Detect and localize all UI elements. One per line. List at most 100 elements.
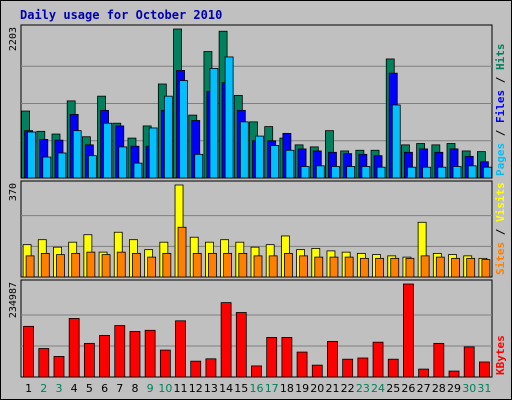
legend-item-kbytes: KBytes bbox=[494, 335, 507, 375]
bar-sites-day-11 bbox=[177, 226, 187, 278]
bar-pages-day-3 bbox=[57, 152, 67, 179]
legend-item-pages: Pages bbox=[494, 143, 507, 176]
day-label-4: 4 bbox=[71, 382, 78, 395]
bar-sites-day-16 bbox=[253, 255, 263, 278]
bar-sites-day-26 bbox=[405, 257, 415, 278]
day-label-7: 7 bbox=[116, 382, 123, 395]
bar-kbytes-day-31 bbox=[479, 361, 490, 378]
day-label-13: 13 bbox=[204, 382, 218, 395]
day-label-6: 6 bbox=[101, 382, 108, 395]
legend-separator: / bbox=[494, 123, 507, 143]
legend-separator: / bbox=[494, 70, 507, 90]
bar-kbytes-day-20 bbox=[311, 364, 323, 378]
day-label-3: 3 bbox=[55, 382, 62, 395]
bar-kbytes-day-16 bbox=[251, 365, 262, 378]
day-label-24: 24 bbox=[371, 382, 385, 395]
bar-kbytes-day-24 bbox=[372, 341, 384, 378]
panel-max-label: 370 bbox=[8, 183, 19, 201]
bar-pages-day-2 bbox=[42, 156, 52, 179]
bar-sites-day-12 bbox=[192, 252, 202, 278]
day-label-21: 21 bbox=[325, 382, 339, 395]
day-label-2: 2 bbox=[40, 382, 47, 395]
bar-sites-day-20 bbox=[314, 256, 324, 278]
bar-pages-day-22 bbox=[346, 166, 356, 179]
bar-sites-day-21 bbox=[329, 256, 339, 278]
day-label-17: 17 bbox=[265, 382, 279, 395]
bar-sites-day-7 bbox=[116, 251, 126, 278]
day-label-28: 28 bbox=[432, 382, 446, 395]
bar-kbytes-day-15 bbox=[235, 312, 247, 378]
bar-kbytes-day-2 bbox=[38, 348, 50, 378]
panel-legend: KBytes bbox=[494, 335, 507, 375]
bar-kbytes-day-17 bbox=[266, 337, 278, 378]
day-label-10: 10 bbox=[158, 382, 172, 395]
bar-sites-day-5 bbox=[86, 251, 96, 278]
panel-max-label: 2203 bbox=[8, 27, 19, 51]
bar-kbytes-day-8 bbox=[129, 331, 141, 378]
panel-max-label: 234987 bbox=[8, 282, 19, 318]
bar-kbytes-day-13 bbox=[205, 358, 217, 378]
bar-sites-day-13 bbox=[208, 252, 217, 278]
bar-sites-day-19 bbox=[299, 255, 308, 278]
bar-sites-day-28 bbox=[435, 256, 445, 278]
bar-pages-day-18 bbox=[285, 149, 295, 179]
bar-pages-day-23 bbox=[361, 166, 371, 179]
legend-text: KBytes bbox=[494, 335, 507, 375]
panel-legend: Pages / Files / Hits bbox=[494, 44, 507, 177]
panel-legend: Sites / Visits bbox=[494, 182, 507, 275]
bar-pages-day-31 bbox=[483, 166, 492, 179]
panel-hits_files_pages: 2203 Pages / Files / Hits bbox=[8, 24, 507, 179]
day-label-23: 23 bbox=[356, 382, 370, 395]
bar-kbytes-day-3 bbox=[53, 356, 65, 378]
bar-pages-day-20 bbox=[315, 165, 325, 179]
day-label-27: 27 bbox=[417, 382, 431, 395]
bar-kbytes-day-1 bbox=[23, 325, 34, 378]
bar-kbytes-day-22 bbox=[342, 358, 354, 378]
day-label-29: 29 bbox=[447, 382, 461, 395]
day-label-30: 30 bbox=[462, 382, 476, 395]
bar-pages-day-1 bbox=[27, 131, 36, 179]
bar-pages-day-29 bbox=[452, 166, 462, 179]
day-label-5: 5 bbox=[86, 382, 93, 395]
day-label-12: 12 bbox=[189, 382, 203, 395]
bar-kbytes-day-29 bbox=[448, 370, 460, 378]
bar-pages-day-11 bbox=[179, 80, 188, 179]
day-label-18: 18 bbox=[280, 382, 294, 395]
bar-kbytes-day-27 bbox=[418, 368, 430, 378]
legend-item-files: Files bbox=[494, 90, 507, 123]
bar-pages-day-12 bbox=[194, 153, 204, 179]
bar-sites-day-31 bbox=[481, 259, 491, 278]
bar-pages-day-15 bbox=[239, 121, 249, 179]
chart-panels: 2203 Pages / Files / Hits 370 Sites / Visit… bbox=[8, 24, 507, 378]
day-labels: 1 2 3 4 5 6 7 8 9 10 11 12 13 14 15 16 17 18 19 20 21 22 23 24 2… bbox=[25, 382, 491, 395]
bar-pages-day-24 bbox=[376, 166, 386, 179]
bar-pages-day-19 bbox=[300, 166, 310, 179]
bar-sites-day-4 bbox=[71, 252, 81, 278]
legend-item-sites: Sites bbox=[494, 242, 507, 275]
bar-sites-day-8 bbox=[132, 252, 141, 278]
bar-kbytes-day-5 bbox=[83, 342, 95, 378]
day-label-8: 8 bbox=[131, 382, 138, 395]
bar-sites-day-3 bbox=[56, 254, 65, 278]
bar-kbytes-day-25 bbox=[387, 358, 399, 378]
bar-kbytes-day-9 bbox=[144, 329, 156, 378]
bar-sites-day-30 bbox=[466, 257, 476, 278]
bar-pages-day-8 bbox=[133, 162, 143, 179]
bar-sites-day-27 bbox=[420, 255, 430, 278]
day-label-15: 15 bbox=[234, 382, 248, 395]
day-label-22: 22 bbox=[341, 382, 355, 395]
bar-kbytes-day-30 bbox=[463, 346, 475, 378]
bar-kbytes-day-26 bbox=[403, 283, 414, 378]
day-label-14: 14 bbox=[219, 382, 233, 395]
bar-pages-day-14 bbox=[224, 56, 234, 179]
bar-kbytes-day-21 bbox=[327, 340, 338, 378]
chart-title: Daily usage for October 2010 bbox=[20, 8, 222, 22]
bar-sites-day-22 bbox=[344, 256, 354, 278]
bar-sites-day-6 bbox=[101, 254, 111, 278]
bar-pages-day-26 bbox=[407, 166, 416, 179]
day-label-1: 1 bbox=[25, 382, 32, 395]
bar-kbytes-day-23 bbox=[357, 357, 369, 378]
bar-kbytes-day-12 bbox=[190, 360, 202, 378]
bar-pages-day-27 bbox=[422, 166, 432, 179]
